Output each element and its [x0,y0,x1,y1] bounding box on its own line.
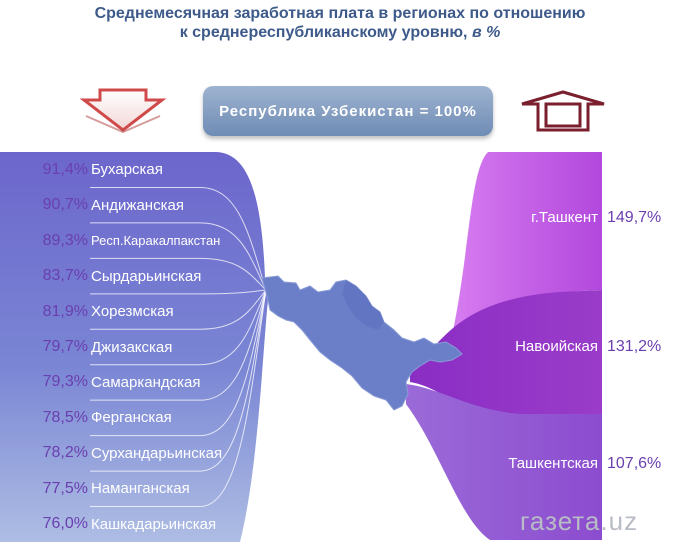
region-name-label: Бухарская [91,161,163,179]
region-row: 78,2% Сурхандарьинская [0,442,222,464]
region-value-label: 79,3% [42,373,88,391]
region-name-label: Сырдарьинская [91,267,202,285]
below-average-band [0,152,268,542]
band-divider [90,289,267,437]
region-value-label: 131,2% [607,338,662,355]
up-arrow-icon [521,90,605,132]
uzbekistan-map [261,275,463,411]
region-value-label: 78,5% [42,408,88,426]
region-row: 83,7% Сырдарьинская [0,265,202,287]
region-value-label: 81,9% [42,302,88,320]
region-name-label: Андижанская [91,196,184,214]
region-name-label: Навоийская [515,338,598,355]
band-divider [90,289,267,330]
region-row: 91,4% Бухарская [0,159,163,181]
band-divider [90,289,267,472]
region-name-label: Хорезмская [91,303,174,321]
chart-title-line1: Среднемесячная заработная плата в регион… [94,5,586,22]
region-value-label: 89,3% [42,231,88,249]
region-value-label: 76,0% [42,515,88,533]
region-value-label: 107,6% [607,455,662,472]
region-row: 79,3% Самаркандская [0,371,201,393]
band-divider [90,289,267,508]
map-region-east [342,280,384,330]
region-name-label: Наманганская [91,480,190,498]
band-divider [90,289,267,366]
region-value-label: 78,2% [42,444,88,462]
region-name-label: Ташкентская [508,455,598,472]
region-row: 77,5% Наманганская [0,478,190,500]
region-name-label: г.Ташкент [531,209,598,226]
band-divider [90,289,267,401]
above-average-band-3 [406,384,602,540]
down-arrow-icon [79,88,167,134]
baseline-banner: Республика Узбекистан = 100% [203,86,493,136]
region-value-label: 149,7% [607,209,662,226]
chart-title-text: к среднереспубликанскому уровню, [179,24,468,41]
region-name-label: Джизакская [91,338,173,356]
region-row: 81,9% Хорезмская [0,301,174,323]
region-value-label: 83,7% [42,267,88,285]
region-value-label: 77,5% [42,479,88,497]
region-value-label: 79,7% [42,338,88,355]
band-divider [90,222,267,291]
region-value-label: 90,7% [42,196,88,214]
region-row: 78,5% Ферганская [0,407,172,429]
chart-title-unit: в % [471,24,501,41]
region-row: 89,3% Респ.Каракалпакстан [0,230,221,252]
band-divider [90,289,267,295]
region-name-label: Самаркандская [91,373,201,391]
region-row: 90,7% Андижанская [0,194,184,216]
region-row: 79,7% Джизакская [0,336,173,358]
above-average-band-2 [410,290,602,414]
region-row: 76,0% Кашкадарьинская [0,513,217,535]
region-name-label: Сурхандарьинская [91,444,223,462]
above-average-band-1 [452,152,602,340]
region-value-label: 91,4% [42,160,88,178]
band-divider [90,186,267,291]
band-divider [90,257,267,291]
region-name-label: Кашкадарьинская [91,515,217,533]
region-name-label: Респ.Каракалпакстан [91,233,221,249]
chart-title-line2: к среднереспубликанскому уровню, в % [40,23,640,42]
region-name-label: Ферганская [91,409,172,427]
watermark: газета.uz [520,506,639,536]
